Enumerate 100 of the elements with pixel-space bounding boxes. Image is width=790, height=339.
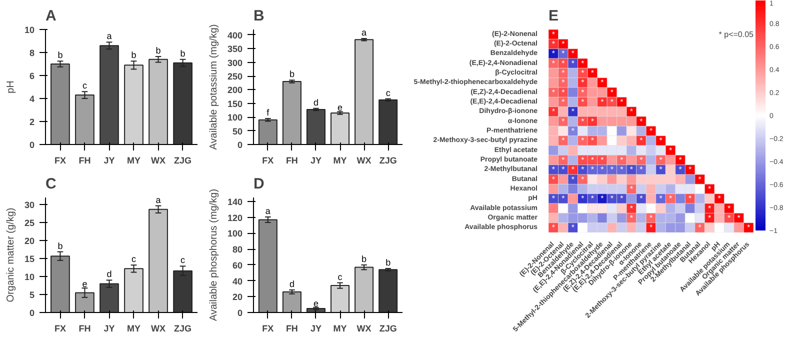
data-label: * [668,194,672,204]
y-tick-label: 20 [232,292,243,302]
data-label: b [180,48,186,58]
data-label: * [562,98,565,106]
data-label: * [630,107,634,116]
data-label: * [640,156,643,164]
data-label: * [552,165,555,174]
y-tick-label: 300 [227,58,243,68]
data-label: * [562,156,565,164]
x-tick-label: MY [333,156,347,166]
chart-title: E [548,8,559,24]
data-label: * [610,165,614,174]
data-label: * [590,116,594,126]
x-tick-label: FX [54,324,66,334]
data-label: * [552,88,555,97]
data-label: * [590,194,594,204]
chart-title: D [254,176,264,192]
data-label: * [640,136,643,146]
data-label: e [313,298,318,308]
x-tick-label: FH [286,324,298,334]
y-tick-label: 20 [24,236,35,246]
data-label: * [620,194,624,204]
y-tick-label: 10 [24,25,35,35]
data-label: * [552,30,555,39]
data-label: * [659,136,662,146]
data-label: * [610,98,614,106]
data-label: c [386,88,391,98]
data-label: * [688,194,692,204]
data-label: * [571,126,574,136]
data-label: * [678,165,682,174]
data-label: * [562,58,565,68]
data-label: * [600,194,604,204]
data-label: * [552,107,555,116]
data-label: * [590,156,594,164]
y-tick-label: 8 [29,48,35,58]
x-tick-label: MY [127,156,141,166]
data-label: d [289,278,294,289]
data-label: b [156,46,161,56]
data-label: * [610,194,614,204]
data-label: b [131,50,136,60]
y-tick-label: 120 [227,212,243,223]
data-label: * [581,136,584,146]
data-label: c [82,80,88,91]
data-label: * [640,165,643,174]
annotation: * p<=0.05 [718,30,754,39]
data-label: * [620,156,624,164]
x-tick-label: ZJG [174,156,192,166]
data-label: * [590,136,594,146]
y-tick-label: 100 [227,112,243,123]
x-tick-label: WX [356,156,372,166]
data-label: * [620,165,624,174]
data-label: * [562,88,565,97]
x-tick-label: JY [104,156,115,166]
y-tick-label: 0 [237,140,243,150]
x-tick-label: FH [78,324,91,334]
x-tick-label: JY [310,156,322,166]
y-tick-label: 0 [29,140,35,150]
data-label: * [571,165,574,174]
x-tick-label: MY [127,324,141,334]
data-label: * [552,223,555,232]
data-label: * [728,214,731,222]
data-label: * [620,98,624,106]
y-tick-label: 350 [227,44,243,54]
y-tick-label: 80 [232,244,243,255]
data-label: b [386,257,391,268]
data-label: * [728,204,731,213]
data-label: b [362,254,367,264]
data-label: * [659,194,662,204]
y-tick-label: 25 [24,218,35,228]
data-label: * [610,88,614,97]
x-tick-label: ZJG [174,324,192,334]
data-label: a [265,206,270,216]
x-tick-label: WX [151,324,166,334]
data-label: d [313,97,318,108]
data-label: * [562,68,565,78]
x-tick-label: FX [262,324,274,334]
data-label: a [156,194,161,205]
y-tick-label: 40 [232,276,243,286]
y-tick-label: 60 [232,260,243,270]
data-label: * [562,165,565,174]
data-label: * [552,58,555,68]
data-label: * [659,156,662,164]
data-label: * [571,223,574,232]
data-label: * [630,214,634,222]
data-label: c [180,255,186,266]
chart-title: C [46,176,56,192]
data-label: * [698,223,702,232]
y-tick-label: 100 [227,228,243,239]
data-label: * [581,156,584,164]
data-label: * [630,204,634,213]
y-tick-label: 2 [29,117,35,127]
data-label: * [552,194,555,204]
y-axis-title: Available phosphorus (mg/kg) [208,188,220,322]
x-tick-label: MY [333,324,347,334]
data-label: a [362,28,367,38]
data-label: c [338,272,343,282]
data-label: * [668,146,672,155]
data-label: * [581,78,584,88]
data-label: * [571,58,574,68]
x-tick-label: JY [104,324,115,334]
